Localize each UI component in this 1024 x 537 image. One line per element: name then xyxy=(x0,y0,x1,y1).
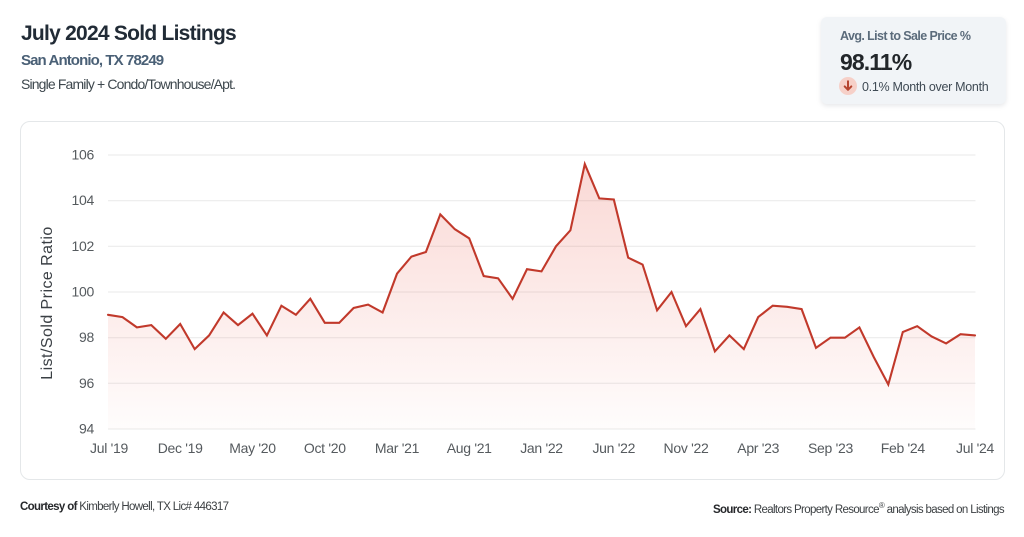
svg-text:Nov '22: Nov '22 xyxy=(664,440,709,456)
svg-text:Oct '20: Oct '20 xyxy=(304,440,346,456)
svg-text:Jun '22: Jun '22 xyxy=(592,440,635,456)
svg-text:List/Sold Price Ratio: List/Sold Price Ratio xyxy=(39,226,56,380)
svg-text:Apr '23: Apr '23 xyxy=(737,440,779,456)
svg-text:100: 100 xyxy=(72,284,95,300)
svg-text:94: 94 xyxy=(79,421,94,437)
svg-text:102: 102 xyxy=(72,238,95,254)
svg-text:May '20: May '20 xyxy=(229,440,276,456)
svg-text:Jan '22: Jan '22 xyxy=(520,440,563,456)
svg-text:Dec '19: Dec '19 xyxy=(158,440,203,456)
svg-text:Mar '21: Mar '21 xyxy=(375,440,420,456)
svg-text:Jul '24: Jul '24 xyxy=(956,440,994,456)
svg-text:Jul '19: Jul '19 xyxy=(90,440,128,456)
svg-text:Aug '21: Aug '21 xyxy=(447,440,492,456)
svg-text:106: 106 xyxy=(72,147,95,163)
svg-text:98: 98 xyxy=(79,329,94,345)
svg-text:96: 96 xyxy=(79,375,94,391)
svg-text:Feb '24: Feb '24 xyxy=(881,440,926,456)
svg-text:104: 104 xyxy=(72,192,95,208)
svg-text:Sep '23: Sep '23 xyxy=(808,440,853,456)
